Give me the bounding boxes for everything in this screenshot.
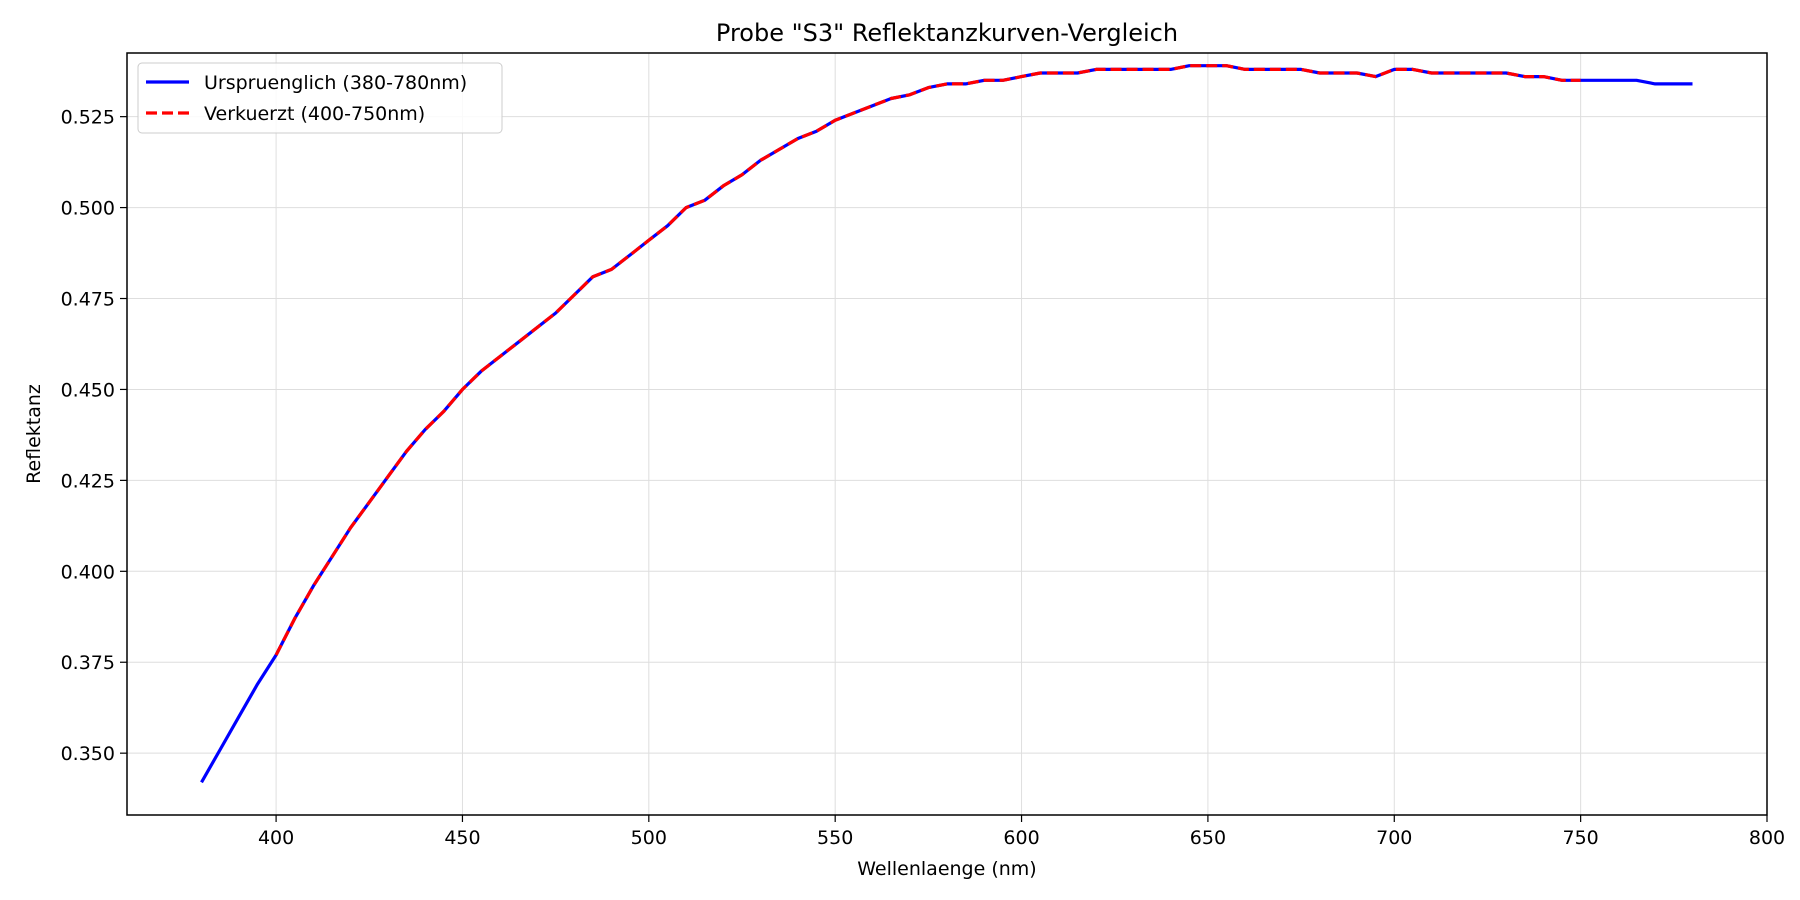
legend: Urspruenglich (380-780nm) Verkuerzt (400-… (137, 62, 503, 134)
y-tick-label: 0.400 (61, 561, 115, 583)
plot-frame (126, 52, 1768, 816)
x-tick-label: 650 (1190, 827, 1226, 849)
x-tick-label: 750 (1563, 827, 1599, 849)
y-axis-ticks: 0.350 0.375 0.400 0.425 0.450 0.475 0.500 0.525 (61, 107, 127, 765)
y-tick-label: 0.375 (61, 652, 115, 674)
x-tick-label: 600 (1003, 827, 1039, 849)
y-tick-label: 0.350 (61, 743, 115, 765)
y-tick-label: 0.425 (61, 470, 115, 492)
x-tick-label: 400 (258, 827, 294, 849)
legend-box (137, 62, 503, 134)
plot-lines (200, 64, 1693, 784)
y-tick-label: 0.450 (61, 379, 115, 401)
y-tick-label: 0.475 (61, 289, 115, 311)
grid (127, 53, 1768, 815)
y-tick-label: 0.500 (61, 198, 115, 220)
legend-label: Urspruenglich (380-780nm) (204, 72, 467, 94)
series-line-2 (274, 64, 1581, 656)
legend-label: Verkuerzt (400-750nm) (204, 103, 425, 125)
y-axis-label: Reflektanz (23, 384, 45, 484)
y-tick-label: 0.525 (61, 107, 115, 129)
x-axis-ticks: 400 450 500 550 600 650 700 750 800 (258, 815, 1785, 849)
x-tick-label: 700 (1376, 827, 1412, 849)
x-tick-label: 500 (631, 827, 667, 849)
x-axis-label: Wellenlaenge (nm) (857, 858, 1036, 880)
x-tick-label: 450 (444, 827, 480, 849)
x-tick-label: 800 (1749, 827, 1785, 849)
chart-title: Probe "S3" Reflektanzkurven-Vergleich (716, 19, 1178, 47)
x-tick-label: 550 (817, 827, 853, 849)
